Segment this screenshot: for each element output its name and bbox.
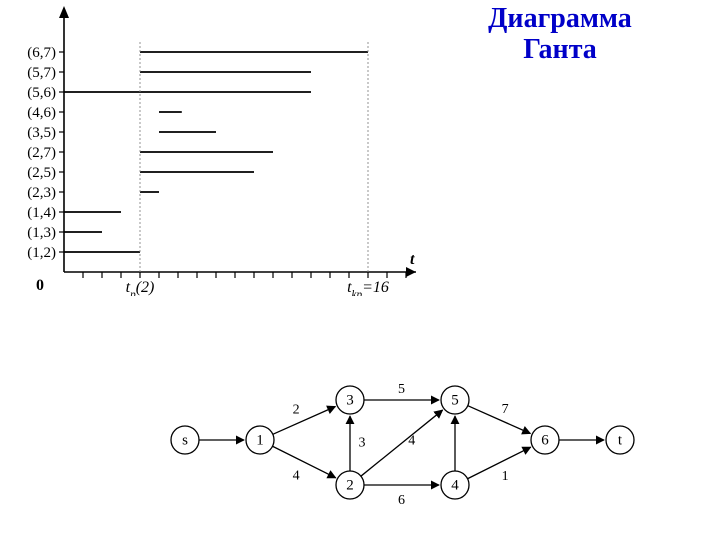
svg-text:(1,2): (1,2) xyxy=(27,245,56,261)
svg-text:(1,4): (1,4) xyxy=(27,205,56,221)
svg-text:(5,7): (5,7) xyxy=(27,65,56,81)
svg-text:(2,3): (2,3) xyxy=(27,185,56,201)
svg-text:t: t xyxy=(410,251,415,268)
svg-text:3: 3 xyxy=(346,392,354,408)
svg-text:4: 4 xyxy=(293,468,300,483)
network-diagram: 24354671s132546t xyxy=(165,365,645,525)
svg-text:s: s xyxy=(182,432,188,448)
gantt-svg: (1,2) (1,3) (1,4) (2,3) (2,5) (2,7) (3,5) (4,6)… xyxy=(6,6,436,296)
svg-text:1: 1 xyxy=(502,469,509,484)
svg-text:6: 6 xyxy=(398,493,405,508)
svg-text:(3,5): (3,5) xyxy=(27,125,56,141)
svg-text:6: 6 xyxy=(541,432,549,448)
title-line1: Диаграмма xyxy=(488,3,632,34)
svg-text:7: 7 xyxy=(502,402,509,417)
svg-text:(1,3): (1,3) xyxy=(27,225,56,241)
svg-text:(2,7): (2,7) xyxy=(27,145,56,161)
svg-text:(5,6): (5,6) xyxy=(27,85,56,101)
svg-text:tkp=16: tkp=16 xyxy=(347,279,389,296)
svg-text:(6,7): (6,7) xyxy=(27,45,56,61)
svg-text:2: 2 xyxy=(293,403,300,418)
svg-text:5: 5 xyxy=(398,382,405,397)
svg-text:4: 4 xyxy=(408,433,415,448)
svg-text:(2,5): (2,5) xyxy=(27,165,56,181)
svg-text:4: 4 xyxy=(451,477,459,493)
svg-text:5: 5 xyxy=(451,392,459,408)
svg-text:0: 0 xyxy=(36,277,44,294)
svg-text:(4,6): (4,6) xyxy=(27,105,56,121)
title-line2: Ганта xyxy=(523,34,597,65)
network-svg: 24354671s132546t xyxy=(165,365,645,525)
svg-text:3: 3 xyxy=(359,436,366,451)
svg-text:1: 1 xyxy=(256,432,264,448)
page-title: Диаграмма Ганта xyxy=(440,4,680,66)
svg-text:2: 2 xyxy=(346,477,354,493)
svg-text:tp(2): tp(2) xyxy=(126,279,155,296)
gantt-chart: (1,2) (1,3) (1,4) (2,3) (2,5) (2,7) (3,5) (4,6)… xyxy=(6,6,436,296)
